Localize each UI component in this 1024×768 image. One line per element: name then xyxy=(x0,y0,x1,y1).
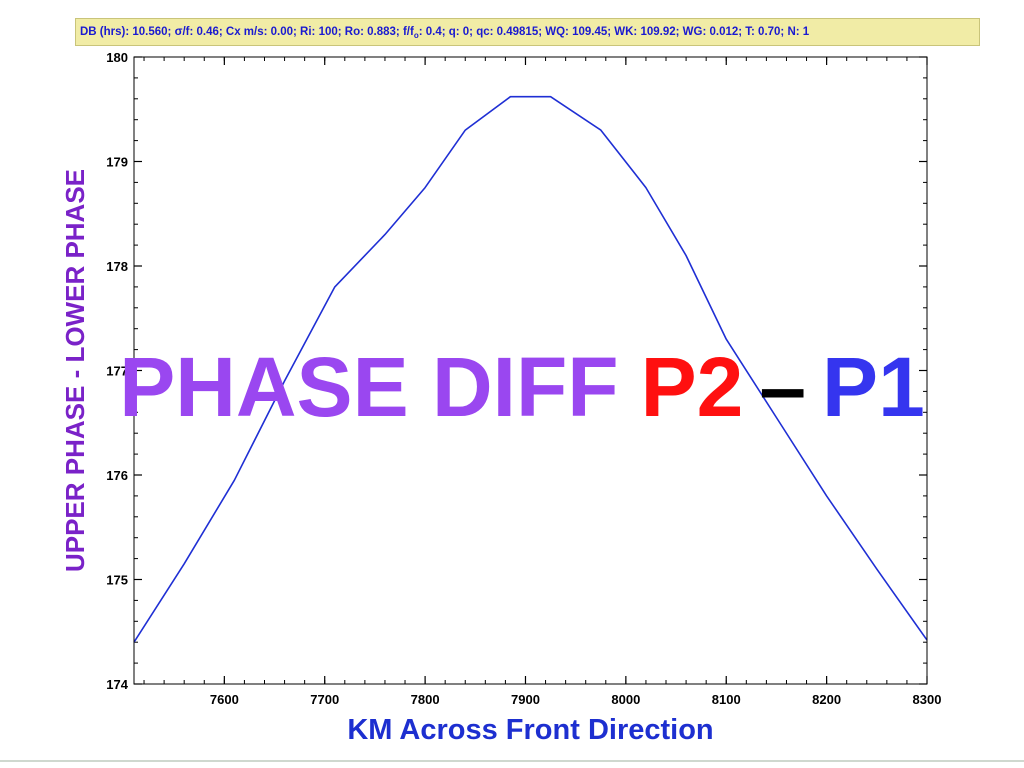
parameter-banner: DB (hrs): 10.560; σ/f: 0.46; Cx m/s: 0.0… xyxy=(75,18,980,46)
y-tick-label: 175 xyxy=(106,573,128,588)
y-tick-label: 178 xyxy=(106,259,128,274)
y-tick-label: 180 xyxy=(106,50,128,65)
overlay-title: PHASE DIFF P2– P1 xyxy=(119,340,925,434)
overlay-title-p1: P1 xyxy=(822,340,925,434)
overlay-title-p2: P2 xyxy=(641,340,744,434)
x-axis-title: KM Across Front Direction xyxy=(347,714,713,746)
y-axis-title: UPPER PHASE - LOWER PHASE xyxy=(60,169,90,572)
x-tick-label: 7600 xyxy=(210,692,239,707)
y-tick-label: 179 xyxy=(106,155,128,170)
tick-labels-layer: 7600 7700 7800 7900 8000 8100 8200 8300 174 175 17… xyxy=(106,50,941,707)
x-tick-label: 8300 xyxy=(913,692,942,707)
plot-frame xyxy=(133,56,928,685)
series-layer xyxy=(133,95,928,643)
banner-subscript: o xyxy=(413,31,419,40)
y-tick-label: 177 xyxy=(106,364,128,379)
x-tick-label: 7900 xyxy=(511,692,540,707)
overlay-title-phase-diff: PHASE DIFF xyxy=(119,340,618,434)
y-tick-label: 176 xyxy=(106,468,128,483)
series-line xyxy=(133,95,928,643)
overlay-title-dash: – xyxy=(759,340,806,434)
banner-text-part1: DB (hrs): 10.560; σ/f: 0.46; Cx m/s: 0.0… xyxy=(80,26,414,38)
x-tick-label: 7800 xyxy=(411,692,440,707)
x-tick-label: 8200 xyxy=(812,692,841,707)
bottom-divider xyxy=(0,760,1024,762)
x-tick-label: 8000 xyxy=(611,692,640,707)
x-tick-label: 8100 xyxy=(712,692,741,707)
y-tick-label: 174 xyxy=(106,677,128,692)
x-tick-label: 7700 xyxy=(310,692,339,707)
banner-text-part2: : 0.4; q: 0; qc: 0.49815; WQ: 109.45; WK… xyxy=(418,26,810,38)
